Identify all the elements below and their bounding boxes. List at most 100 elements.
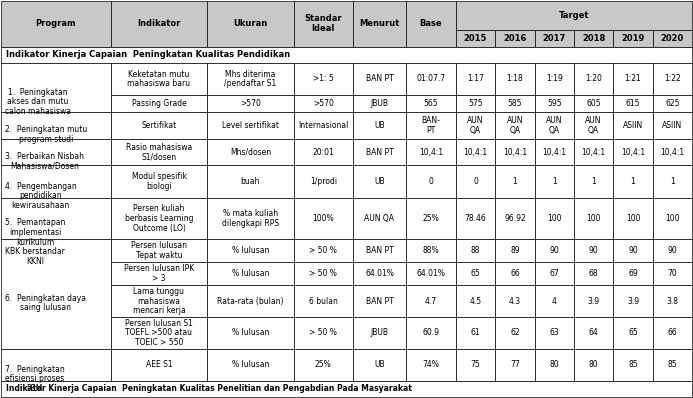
Bar [111, 198, 207, 238]
Text: Level sertifikat: Level sertifikat [222, 121, 279, 130]
Bar [111, 166, 207, 198]
Text: 2016: 2016 [503, 34, 527, 43]
Bar [574, 262, 613, 285]
Text: 75: 75 [471, 360, 480, 369]
Bar [1, 47, 692, 63]
Text: 575: 575 [468, 99, 483, 108]
Text: JBUB: JBUB [371, 328, 389, 338]
Bar [353, 285, 406, 317]
Bar [406, 166, 456, 198]
Text: 10,4:1: 10,4:1 [542, 148, 566, 156]
Bar [653, 166, 692, 198]
Bar [207, 166, 294, 198]
Bar [534, 139, 574, 166]
Text: 7.  Peningkatan
efisiensi proses
PBM: 7. Peningkatan efisiensi proses PBM [5, 365, 64, 393]
Text: 25%: 25% [315, 360, 332, 369]
Text: 4: 4 [552, 297, 556, 306]
Text: 2018: 2018 [582, 34, 605, 43]
Text: 80: 80 [589, 360, 599, 369]
Text: 4.7: 4.7 [425, 297, 437, 306]
Text: 64.01%: 64.01% [365, 269, 394, 278]
Bar [406, 1, 456, 47]
Text: Ukuran: Ukuran [234, 20, 267, 28]
Text: 585: 585 [508, 99, 522, 108]
Bar [613, 112, 653, 139]
Bar [207, 63, 294, 95]
Bar [294, 262, 353, 285]
Bar [653, 317, 692, 349]
Bar [574, 238, 613, 262]
Bar [495, 285, 534, 317]
Text: Mhs diterima
/pendaftar S1: Mhs diterima /pendaftar S1 [225, 70, 277, 88]
Text: 1: 1 [552, 177, 556, 186]
Text: 100%: 100% [313, 214, 334, 223]
Bar [294, 112, 353, 139]
Text: 2017: 2017 [543, 34, 566, 43]
Bar [495, 30, 534, 47]
Bar [613, 349, 653, 380]
Bar [653, 238, 692, 262]
Text: 60.9: 60.9 [423, 328, 439, 338]
Text: 625: 625 [665, 99, 680, 108]
Bar [456, 1, 692, 30]
Text: 6.  Peningkatan daya
saing lulusan: 6. Peningkatan daya saing lulusan [5, 294, 86, 312]
Bar [111, 238, 207, 262]
Bar [406, 198, 456, 238]
Bar [207, 238, 294, 262]
Text: > 50 %: > 50 % [309, 246, 337, 255]
Bar [574, 139, 613, 166]
Bar [353, 1, 406, 47]
Bar [406, 112, 456, 139]
Text: BAN-
PT: BAN- PT [421, 116, 441, 135]
Bar [534, 112, 574, 139]
Bar [353, 166, 406, 198]
Text: 3.9: 3.9 [588, 297, 599, 306]
Text: 595: 595 [547, 99, 561, 108]
Bar [111, 285, 207, 317]
Bar [613, 262, 653, 285]
Bar [574, 166, 613, 198]
Text: BAN PT: BAN PT [366, 148, 394, 156]
Text: Indikator Kinerja Capaian  Peningkatan Kualitas Penelitian dan Pengabdian Pada M: Indikator Kinerja Capaian Peningkatan Ku… [6, 384, 412, 393]
Bar [406, 285, 456, 317]
Bar [111, 1, 207, 47]
Text: 10,4:1: 10,4:1 [503, 148, 527, 156]
Text: 0: 0 [473, 177, 478, 186]
Bar [353, 238, 406, 262]
Bar [1, 166, 111, 198]
Bar [495, 63, 534, 95]
Text: Indikator: Indikator [137, 20, 181, 28]
Text: 64: 64 [589, 328, 599, 338]
Bar [653, 112, 692, 139]
Bar [495, 349, 534, 380]
Text: 1/prodi: 1/prodi [310, 177, 337, 186]
Text: AUN
QA: AUN QA [546, 116, 563, 135]
Text: 4.3: 4.3 [509, 297, 521, 306]
Bar [406, 139, 456, 166]
Text: 63: 63 [550, 328, 559, 338]
Bar [207, 198, 294, 238]
Bar [353, 139, 406, 166]
Bar [613, 95, 653, 112]
Text: 78.46: 78.46 [465, 214, 486, 223]
Text: 1.  Peningkatan
akses dan mutu
calon mahasiswa: 1. Peningkatan akses dan mutu calon maha… [5, 88, 71, 116]
Bar [495, 198, 534, 238]
Bar [294, 1, 353, 47]
Bar [353, 262, 406, 285]
Text: AUN QA: AUN QA [365, 214, 394, 223]
Bar [495, 139, 534, 166]
Text: UB: UB [374, 121, 385, 130]
Text: 1:22: 1:22 [664, 74, 681, 84]
Bar [574, 198, 613, 238]
Text: 89: 89 [510, 246, 520, 255]
Bar [534, 30, 574, 47]
Bar [294, 317, 353, 349]
Text: Indikator Kinerja Capaian  Peningkatan Kualitas Pendidikan: Indikator Kinerja Capaian Peningkatan Ku… [6, 50, 290, 59]
Text: Persen lulusan S1
TOEFL >500 atau
TOEIC > 550: Persen lulusan S1 TOEFL >500 atau TOEIC … [125, 319, 193, 347]
Bar [456, 317, 495, 349]
Text: 2.  Peningkatan mutu
program studi: 2. Peningkatan mutu program studi [5, 125, 87, 144]
Text: 74%: 74% [423, 360, 439, 369]
Bar [207, 1, 294, 47]
Bar [613, 238, 653, 262]
Text: 90: 90 [589, 246, 599, 255]
